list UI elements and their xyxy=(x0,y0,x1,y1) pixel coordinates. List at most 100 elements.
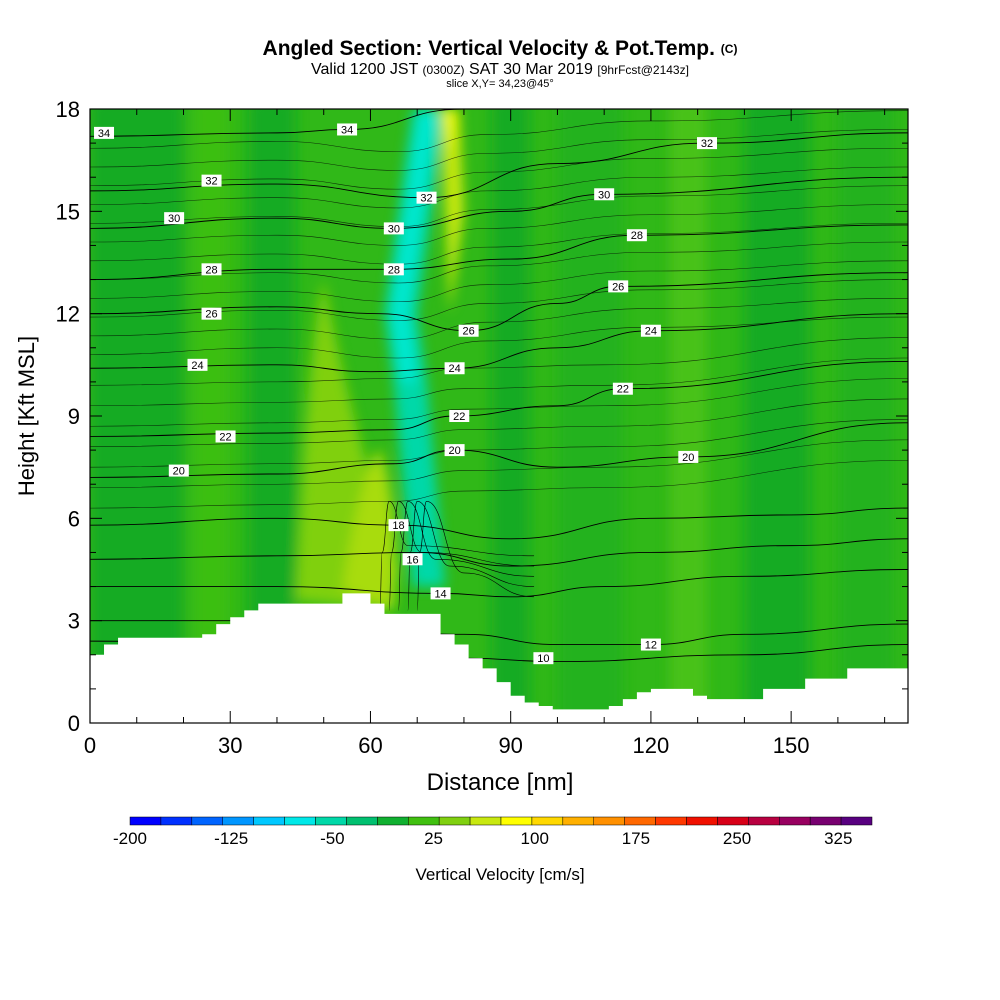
field-band xyxy=(669,109,708,723)
contour-label-box xyxy=(678,450,699,463)
contour-label: 24 xyxy=(645,326,657,338)
colorbar-swatch xyxy=(284,816,316,826)
colorbar-swatch xyxy=(469,816,502,826)
contour-label: 22 xyxy=(219,431,231,443)
theta-line-minor xyxy=(90,460,908,509)
contour-label-box xyxy=(594,188,615,201)
colorbar-tick-label: 250 xyxy=(723,829,751,848)
colorbar-tick-label: 325 xyxy=(824,829,852,848)
field-strip-core xyxy=(391,109,436,382)
colorbar-swatch xyxy=(222,816,254,826)
contour-label-box xyxy=(201,263,222,276)
theta-line-20 xyxy=(90,422,908,478)
colorbar-swatch xyxy=(748,816,780,826)
colorbar-swatch xyxy=(129,816,162,826)
field-band xyxy=(744,109,810,723)
colorbar-swatch xyxy=(500,816,533,826)
colorbar-swatch xyxy=(717,816,749,826)
contour-label-box xyxy=(201,307,222,320)
forecast-tag: [9hrFcst@2143z] xyxy=(597,63,689,77)
field-peak-core xyxy=(445,109,455,157)
colorbar-tick-label: 100 xyxy=(521,829,549,848)
y-tick-label: 3 xyxy=(68,609,80,634)
chart-title: Angled Section: Vertical Velocity & Pot.… xyxy=(0,36,1000,62)
contour-label-box xyxy=(164,212,185,225)
colorbar-swatch xyxy=(408,816,440,826)
y-tick-label: 18 xyxy=(56,97,80,122)
title-block: Angled Section: Vertical Velocity & Pot.… xyxy=(0,36,1000,90)
contour-label-box xyxy=(383,222,404,235)
theta-line-minor xyxy=(90,260,908,303)
contour-label: 30 xyxy=(598,189,610,201)
colorbar-swatch xyxy=(809,816,842,826)
theta-line-minor xyxy=(90,166,908,209)
theta-line-minor xyxy=(90,222,908,265)
theta-line-30 xyxy=(90,176,908,229)
contour-labels: 10 12 14 16 18 20 20 20 22 22 22 24 24 24 26 26 26 28 28 28… xyxy=(94,123,718,665)
colorbar: -200 -125 -50 25 100 175 250 325 xyxy=(113,816,873,848)
theta-line-minor xyxy=(90,439,908,488)
contour-label: 30 xyxy=(168,213,180,225)
colorbar-tick-label: -125 xyxy=(214,829,248,848)
contour-label-box xyxy=(337,123,358,136)
field-lobe-core xyxy=(342,450,396,611)
theta-line-16 xyxy=(90,538,908,567)
theta-line-minor xyxy=(379,500,535,611)
contour-label-box xyxy=(444,362,465,375)
theta-line-22 xyxy=(90,360,908,437)
contour-label: 20 xyxy=(448,445,460,457)
contour-label-box xyxy=(168,464,189,477)
contour-label-box xyxy=(458,324,479,337)
field-band xyxy=(837,109,894,723)
terrain xyxy=(90,593,908,723)
colorbar-swatch xyxy=(253,816,285,826)
theta-line-minor xyxy=(90,241,908,284)
theta-line-34 xyxy=(90,109,464,137)
colorbar-swatch xyxy=(377,816,409,826)
contour-label-box xyxy=(215,430,236,443)
theta-line-minor xyxy=(90,185,908,227)
contour-label-box xyxy=(640,638,661,651)
theta-line-24 xyxy=(90,313,908,373)
colorbar-tick-label: 175 xyxy=(622,829,650,848)
contour-label: 26 xyxy=(462,326,474,338)
contour-label: 20 xyxy=(682,452,694,464)
title-tag: (C) xyxy=(720,42,738,56)
contour-label: 32 xyxy=(420,193,432,205)
x-tick-label: 90 xyxy=(498,733,522,758)
valid-date: SAT 30 Mar 2019 xyxy=(469,61,593,78)
contour-label-box xyxy=(533,652,554,665)
slice-line: slice X,Y= 34,23@45° xyxy=(446,78,554,90)
field-band xyxy=(557,109,623,723)
contour-label: 34 xyxy=(341,124,353,136)
theta-line-minor xyxy=(90,357,908,407)
theta-line-18 xyxy=(90,507,908,540)
theta-line-minor xyxy=(90,398,908,447)
colorbar-swatch xyxy=(686,816,718,826)
valid-prefix: Valid 1200 JST xyxy=(311,61,419,78)
contour-label-box xyxy=(383,263,404,276)
contour-label-box xyxy=(608,280,629,293)
contour-label: 24 xyxy=(448,363,460,375)
field-peak xyxy=(440,109,464,314)
contour-label: 22 xyxy=(617,384,629,396)
y-tick-label: 12 xyxy=(56,302,80,327)
contour-label-box xyxy=(612,382,633,395)
contour-label: 32 xyxy=(701,138,713,150)
y-tick-label: 15 xyxy=(56,199,80,224)
contour-label: 32 xyxy=(205,176,217,188)
x-tick-label: 120 xyxy=(633,733,670,758)
theta-line-minor xyxy=(90,316,908,359)
contour-label-box xyxy=(94,126,115,139)
theta-line-minor xyxy=(90,129,908,171)
contour-label: 26 xyxy=(205,309,217,321)
colorbar-swatch xyxy=(562,816,594,826)
terrain-mask xyxy=(90,593,908,723)
theta-line-28 xyxy=(90,224,908,281)
contour-label: 16 xyxy=(406,554,418,566)
contour-label: 14 xyxy=(434,588,446,600)
theta-line-32 xyxy=(90,132,908,199)
colorbar-swatch xyxy=(655,816,687,826)
colorbar-swatch xyxy=(779,816,811,826)
